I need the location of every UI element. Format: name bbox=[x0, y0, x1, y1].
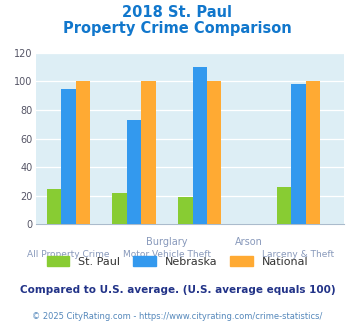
Bar bbox=[61, 88, 76, 224]
Bar bbox=[76, 82, 90, 224]
Bar bbox=[178, 197, 192, 224]
Text: Larceny & Theft: Larceny & Theft bbox=[262, 250, 334, 259]
Text: Compared to U.S. average. (U.S. average equals 100): Compared to U.S. average. (U.S. average … bbox=[20, 285, 335, 295]
Text: Property Crime Comparison: Property Crime Comparison bbox=[63, 21, 292, 36]
Bar bbox=[291, 84, 306, 224]
Bar bbox=[207, 82, 222, 224]
Text: 2018 St. Paul: 2018 St. Paul bbox=[122, 5, 233, 20]
Bar bbox=[127, 120, 141, 224]
Text: Arson: Arson bbox=[235, 237, 263, 247]
Bar bbox=[113, 193, 127, 224]
Bar bbox=[141, 82, 156, 224]
Bar bbox=[47, 189, 61, 224]
Text: Motor Vehicle Theft: Motor Vehicle Theft bbox=[123, 250, 211, 259]
Text: Burglary: Burglary bbox=[146, 237, 188, 247]
Legend: St. Paul, Nebraska, National: St. Paul, Nebraska, National bbox=[43, 251, 312, 271]
Bar bbox=[306, 82, 320, 224]
Bar bbox=[277, 187, 291, 224]
Text: All Property Crime: All Property Crime bbox=[27, 250, 110, 259]
Text: © 2025 CityRating.com - https://www.cityrating.com/crime-statistics/: © 2025 CityRating.com - https://www.city… bbox=[32, 312, 323, 321]
Bar bbox=[192, 67, 207, 224]
